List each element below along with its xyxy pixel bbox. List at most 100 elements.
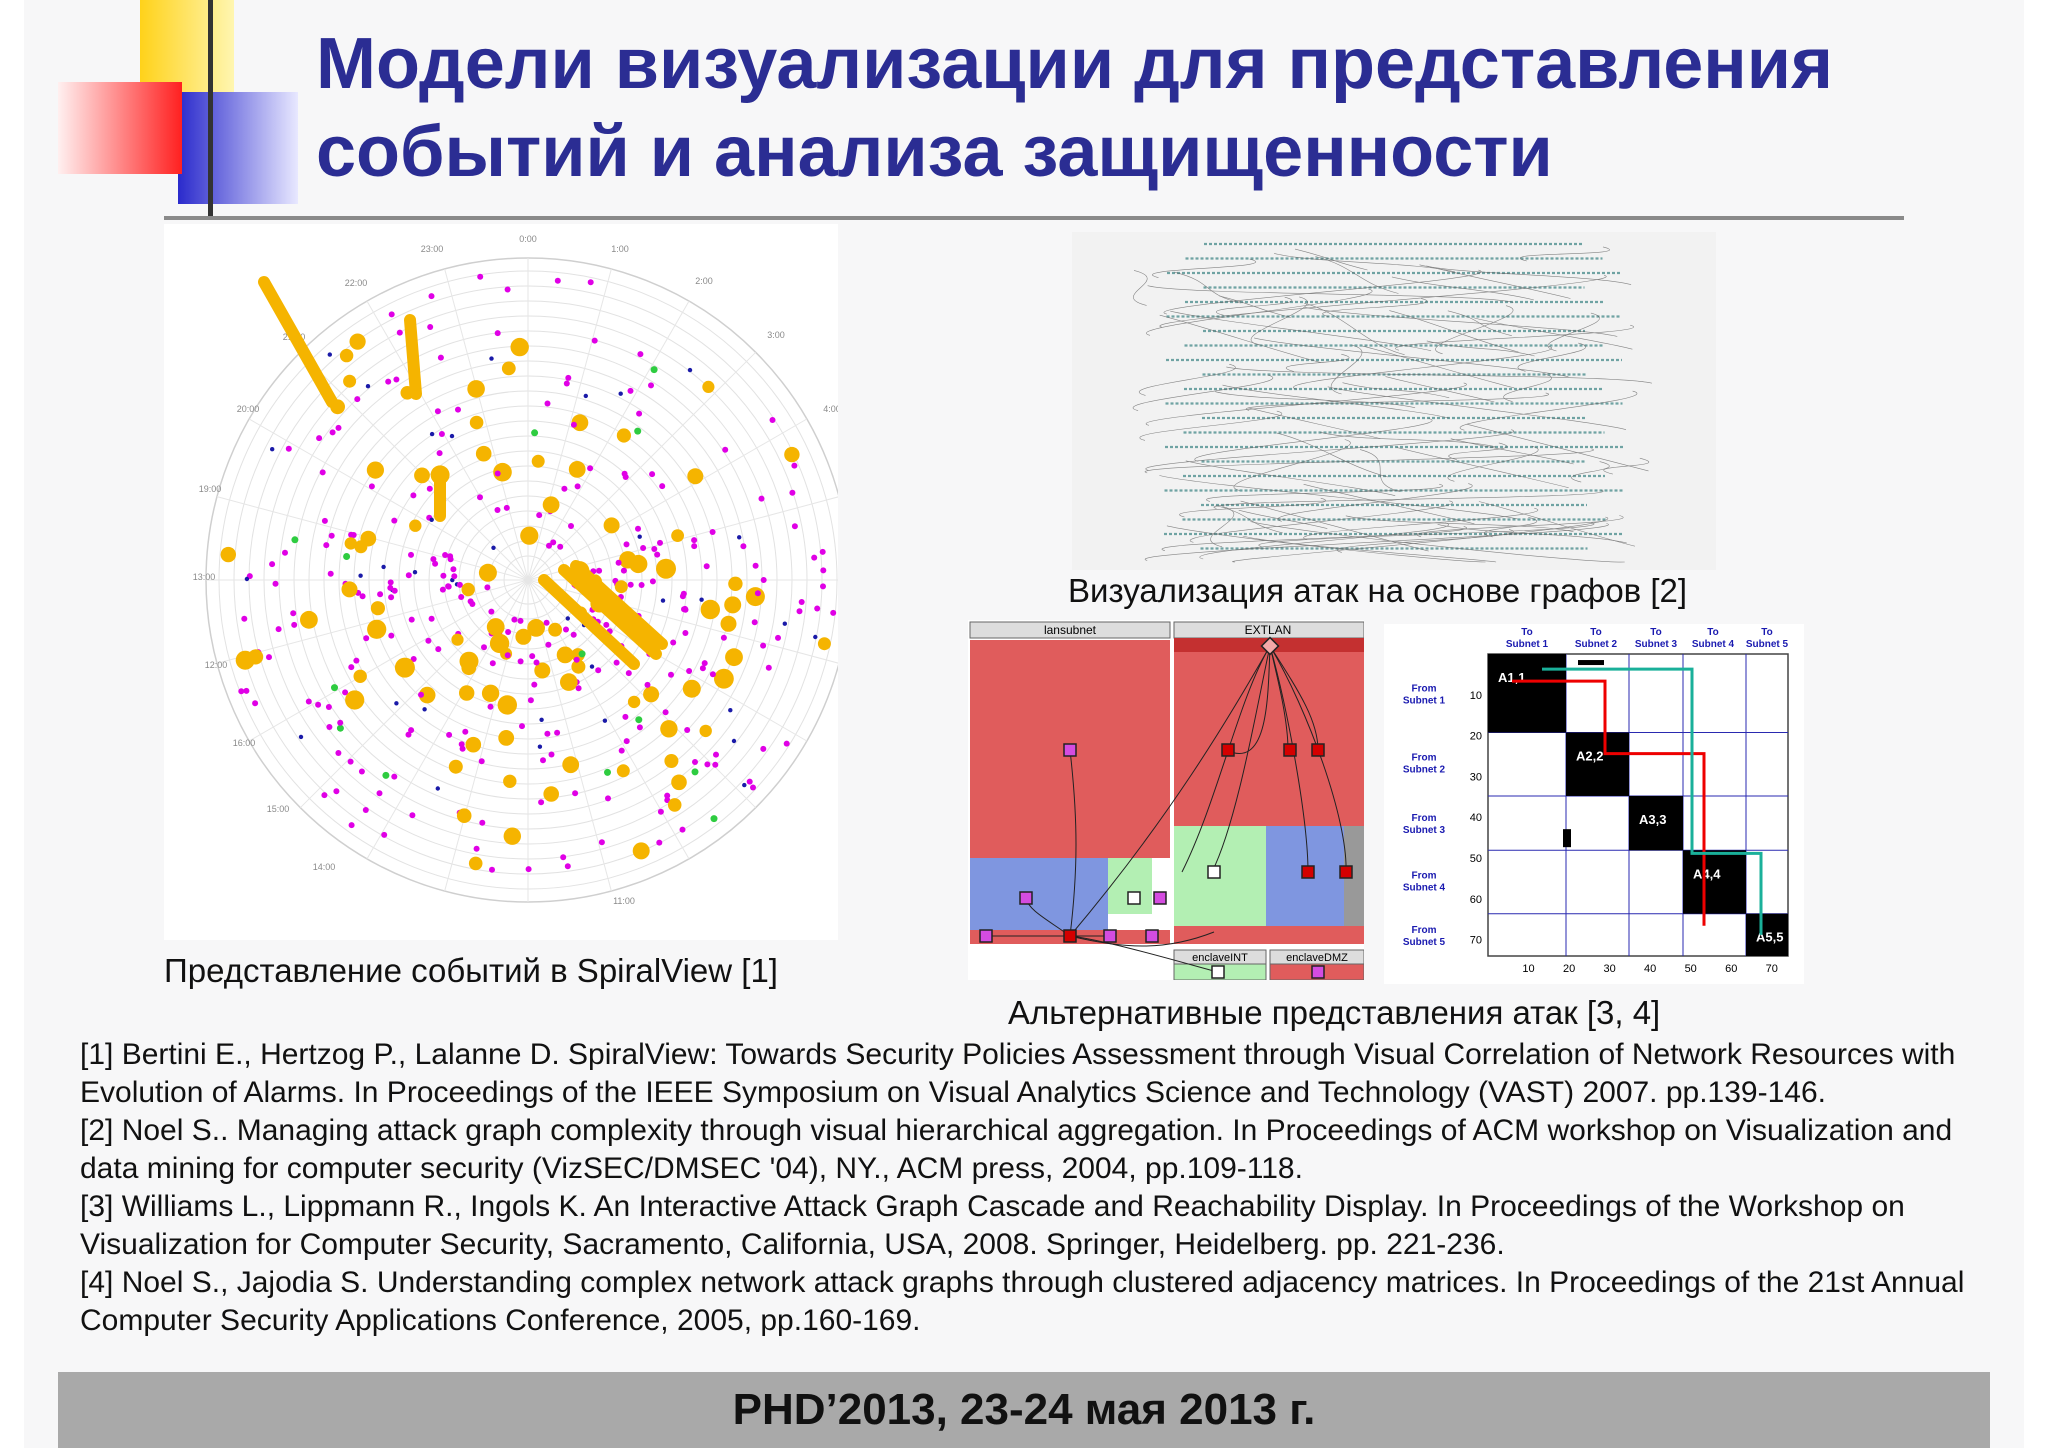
event-dot — [335, 750, 342, 756]
graph-node-rows — [1164, 242, 1624, 550]
event-dot — [712, 761, 719, 768]
matrix-block-label: A3,3 — [1639, 812, 1666, 827]
event-dot — [429, 431, 435, 437]
event-dot — [428, 615, 435, 622]
spiral-hour-label: 19:00 — [199, 484, 222, 494]
graph-edge — [1194, 418, 1433, 462]
event-dot — [539, 717, 544, 722]
event-dot — [656, 558, 676, 579]
event-dot — [692, 759, 698, 765]
event-dot — [321, 792, 328, 799]
event-dot — [684, 727, 691, 733]
graph-edge — [1245, 392, 1549, 411]
event-dot — [414, 467, 430, 484]
spiral-hour-label: 13:00 — [193, 572, 216, 582]
event-dot — [742, 782, 747, 788]
graph-edge — [1147, 285, 1514, 303]
graph-edge — [1466, 423, 1649, 472]
graph-edge — [1166, 525, 1486, 563]
matrix-col-header: To — [1650, 627, 1661, 638]
event-dot — [680, 590, 687, 597]
matrix-row-header: From — [1412, 925, 1437, 936]
event-dot — [635, 716, 643, 724]
event-dot — [319, 469, 326, 476]
graph-edge — [1395, 324, 1634, 351]
event-dot — [656, 839, 663, 846]
event-dot — [503, 504, 510, 511]
event-dot — [341, 581, 358, 598]
event-dot — [531, 681, 538, 688]
event-dot — [269, 561, 276, 568]
graph-edge — [1199, 522, 1449, 560]
event-dot — [489, 866, 495, 873]
event-dot — [469, 601, 476, 607]
event-dot — [775, 634, 781, 641]
graph-edge — [1276, 432, 1388, 478]
spiral-spoke — [366, 300, 529, 581]
graph-edge — [1179, 497, 1326, 518]
event-dot — [387, 579, 394, 586]
attack-graph-caption: Визуализация атак на основе графов [2] — [1068, 572, 1688, 609]
event-dot — [408, 727, 415, 734]
graph-edge — [1163, 269, 1482, 315]
event-dot — [477, 273, 484, 280]
event-dot — [409, 812, 416, 819]
event-dot — [437, 354, 444, 361]
event-dot — [544, 730, 551, 737]
event-dot — [571, 659, 586, 674]
event-dot — [449, 433, 455, 439]
graph-edge — [1238, 509, 1328, 529]
event-dot — [358, 573, 363, 578]
graph-edge — [1389, 310, 1519, 353]
matrix-row-header: From — [1412, 683, 1437, 694]
event-dot — [342, 689, 349, 696]
spiral-hour-label: 0:00 — [519, 234, 537, 244]
cascade-bottom-right-label: enclaveDMZ — [1286, 952, 1348, 964]
event-dot — [405, 572, 412, 579]
event-dot — [625, 670, 632, 677]
event-dot — [750, 784, 756, 791]
reference-3: [3] Williams L., Lippmann R., Ingols K. … — [80, 1190, 1905, 1261]
slide-title: Модели визуализации для представления со… — [316, 20, 1996, 196]
spiral-hour-label: 22:00 — [345, 278, 368, 288]
event-dot — [408, 551, 414, 558]
event-dot — [570, 631, 577, 638]
spiral-spoke — [366, 579, 529, 860]
matrix-col-header: To — [1707, 627, 1718, 638]
cascade-bottom-left-label: enclaveINT — [1192, 952, 1248, 964]
event-streak — [558, 564, 662, 660]
event-dot — [394, 657, 415, 678]
event-dot — [410, 492, 417, 499]
event-dot — [429, 517, 434, 522]
event-dot — [442, 552, 449, 558]
graph-edge — [1426, 265, 1571, 299]
event-dot — [670, 639, 677, 646]
graph-edge — [1385, 376, 1495, 403]
event-dot — [699, 665, 706, 672]
event-dot — [391, 517, 398, 524]
spiral-hour-label: 16:00 — [233, 738, 256, 748]
event-dot — [620, 567, 627, 574]
event-dot — [602, 718, 608, 723]
spiral-hour-label: 11:00 — [613, 896, 635, 906]
event-dot — [418, 686, 436, 704]
event-dot — [344, 537, 357, 550]
event-dot — [266, 654, 272, 661]
event-dot — [722, 446, 729, 453]
event-dot — [616, 428, 631, 443]
matrix-col-header-sub: Subnet 5 — [1746, 639, 1789, 650]
event-dot — [534, 662, 551, 679]
footer-bar: PHD’2013, 23-24 мая 2013 г. — [58, 1372, 1990, 1448]
graph-edge — [1294, 248, 1368, 271]
event-dot — [459, 685, 475, 701]
event-dot — [425, 637, 432, 644]
deco-vertical-line — [208, 0, 213, 220]
event-dot — [238, 688, 245, 695]
event-dot — [662, 709, 669, 716]
graph-edge — [1519, 246, 1610, 262]
event-dot — [377, 591, 384, 598]
matrix-row-header-sub: Subnet 2 — [1403, 765, 1446, 776]
graph-edge — [1327, 386, 1627, 430]
event-dot — [745, 587, 765, 607]
